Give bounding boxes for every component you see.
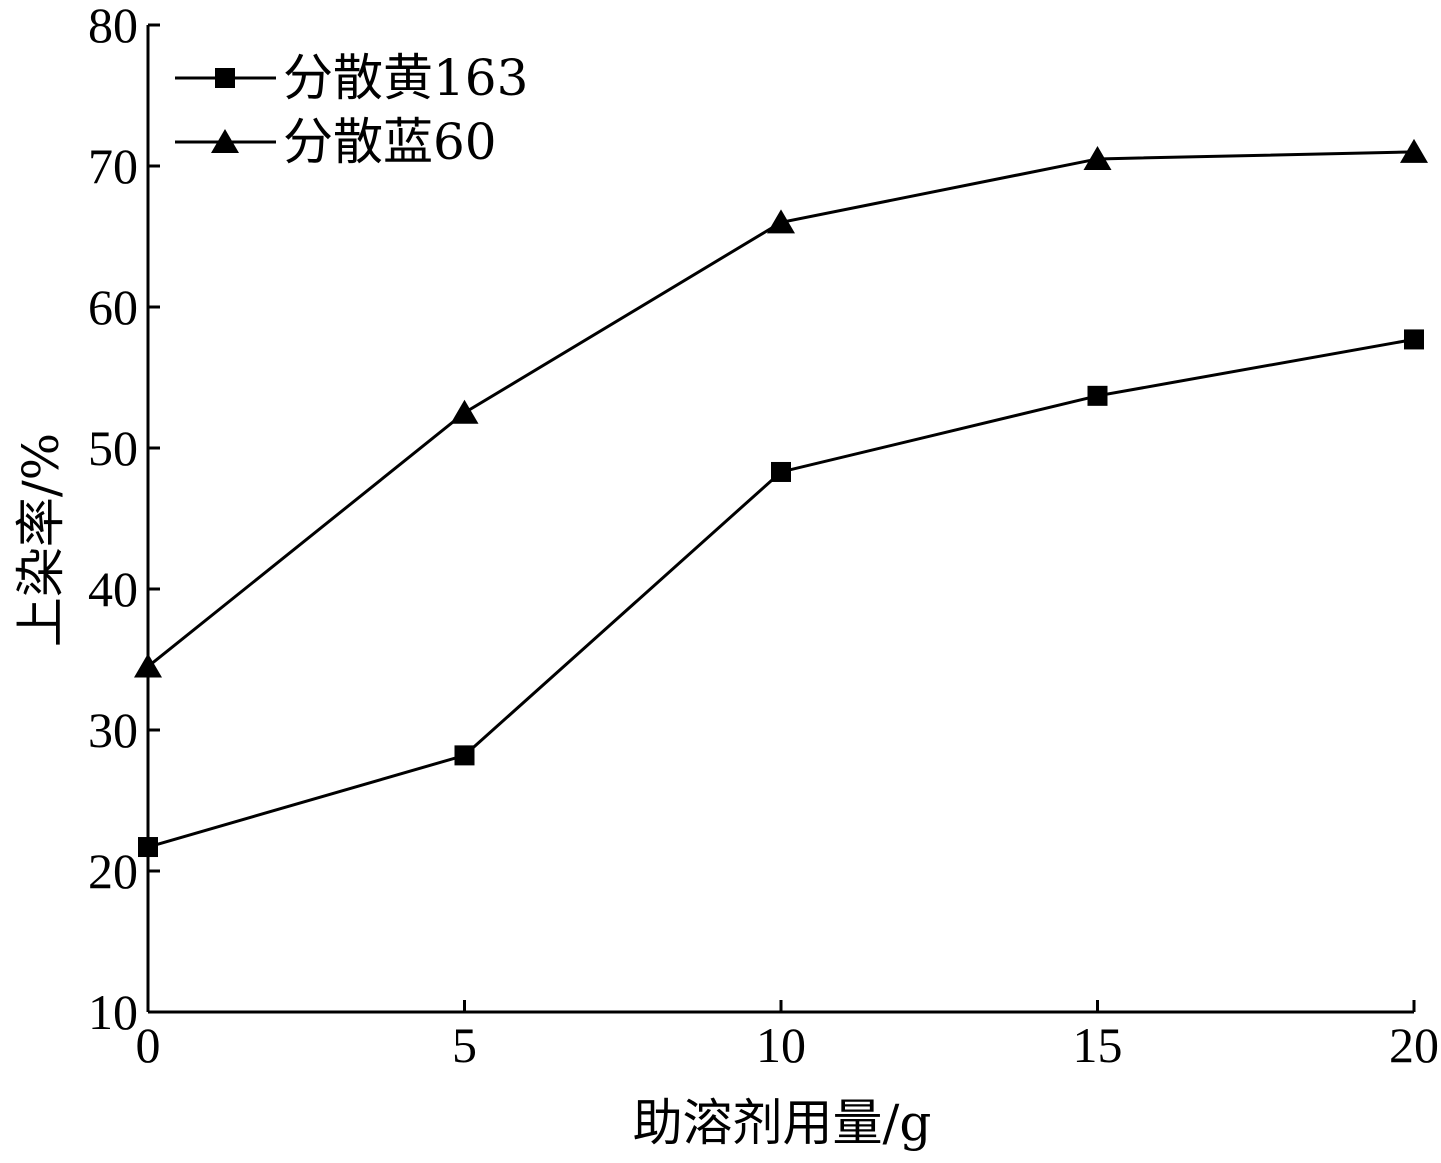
data-point-triangle	[134, 653, 162, 678]
x-ticks: 0 5 10 15 20	[136, 1000, 1439, 1073]
data-point-triangle	[767, 209, 795, 234]
y-tick-label: 70	[88, 138, 138, 194]
series-layer	[134, 138, 1428, 858]
legend-marker-triangle	[211, 129, 239, 153]
series-1	[138, 329, 1424, 858]
x-tick-label: 20	[1389, 1017, 1439, 1073]
y-axis-title: 上染率/%	[12, 433, 70, 647]
y-tick-label: 80	[88, 0, 138, 53]
series-line	[147, 337, 1415, 849]
x-tick-label: 5	[452, 1017, 477, 1073]
data-point-square	[771, 461, 791, 482]
legend-label: 分散黄163	[283, 49, 528, 107]
legend-label: 分散蓝60	[283, 113, 497, 171]
y-tick-label: 30	[88, 702, 138, 758]
data-point-square	[1404, 329, 1424, 350]
x-tick-label: 15	[1073, 1017, 1123, 1073]
y-ticks: 10 20 30 40 50 60 70 80	[88, 0, 160, 1040]
data-point-square	[138, 837, 158, 858]
data-point-triangle	[450, 399, 479, 424]
legend: 分散黄163 分散蓝60	[175, 49, 528, 171]
legend-entry: 分散黄163	[175, 49, 528, 107]
data-point-square	[454, 745, 475, 766]
y-tick-label: 10	[88, 984, 138, 1040]
legend-marker-square	[215, 68, 235, 88]
x-axis-title: 助溶剂用量/g	[633, 1094, 932, 1152]
y-tick-label: 60	[88, 279, 138, 335]
legend-entry: 分散蓝60	[175, 113, 497, 171]
y-tick-label: 50	[88, 420, 138, 476]
x-tick-label: 0	[136, 1017, 161, 1073]
y-tick-label: 20	[88, 843, 138, 899]
data-point-triangle	[1400, 138, 1428, 163]
series-2	[134, 138, 1428, 678]
axes	[146, 25, 1414, 1014]
x-tick-label: 10	[756, 1017, 806, 1073]
y-tick-label: 40	[88, 561, 138, 617]
data-point-square	[1087, 385, 1108, 406]
data-point-triangle	[1083, 145, 1112, 170]
